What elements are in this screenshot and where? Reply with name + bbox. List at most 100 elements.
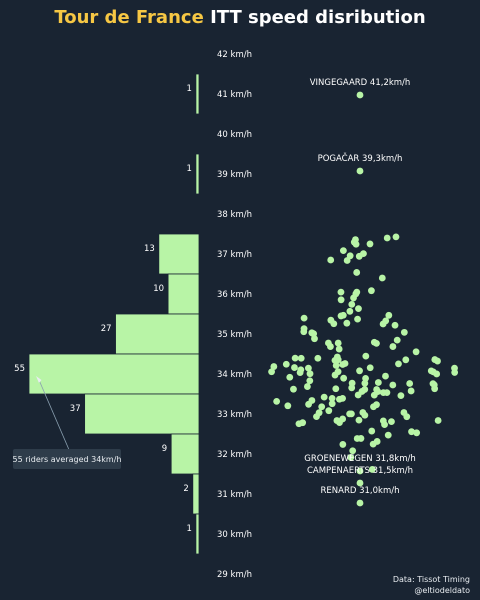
rider-dot	[308, 397, 316, 404]
rider-dot	[402, 356, 410, 364]
rider-dot	[356, 499, 364, 507]
histogram-bar	[195, 153, 200, 195]
y-tick-label: 35 km/h	[217, 330, 252, 340]
rider-dot	[325, 407, 333, 415]
rider-dot	[343, 319, 351, 327]
histogram-bar	[115, 313, 200, 355]
histogram-bar	[167, 273, 200, 315]
rider-dot	[400, 409, 408, 416]
y-axis-ticks: 42 km/h 41 km/h 40 km/h 39 km/h 38 km/h 37 km…	[217, 50, 252, 580]
rider-dot	[348, 384, 356, 392]
annotation-box	[13, 449, 121, 469]
rider-dot	[451, 364, 458, 372]
rider-label: VINGEGAARD 41,2km/h	[310, 78, 411, 88]
rider-dot	[297, 354, 305, 362]
rider-dot	[355, 252, 363, 260]
rider-dot	[362, 374, 369, 382]
rider-dot	[366, 364, 374, 372]
rider-dot	[407, 387, 415, 395]
rider-dot	[349, 447, 357, 455]
histogram-bar	[84, 393, 200, 435]
rider-dot	[286, 373, 294, 381]
rider-dot	[356, 479, 364, 487]
histogram-bar	[158, 233, 200, 275]
rider-dot	[395, 360, 402, 368]
rider-dot	[337, 296, 345, 304]
rider-dot	[341, 360, 349, 367]
rider-dot	[290, 385, 297, 393]
rider-dot	[356, 167, 364, 175]
rider-dot	[350, 238, 358, 246]
rider-dot	[327, 256, 335, 264]
rider-dot	[353, 269, 361, 276]
rider-dot	[348, 410, 355, 418]
rider-dot	[320, 393, 328, 401]
rider-dot	[378, 274, 386, 282]
bar-value-label: 37	[70, 404, 81, 414]
y-tick-label: 30 km/h	[217, 530, 252, 540]
rider-dot	[370, 391, 378, 399]
annotation-text: 55 riders averaged 34km/h	[13, 455, 122, 464]
rider-label: POGAČAR 39,3km/h	[318, 152, 403, 164]
rider-dot	[388, 418, 395, 426]
rider-dot	[304, 364, 312, 372]
rider-dot	[370, 338, 378, 346]
rider-dot	[273, 397, 281, 405]
rider-dot	[337, 288, 345, 296]
rider-dot	[300, 314, 308, 322]
annotation: 55 riders averaged 34km/h	[13, 376, 122, 469]
rider-dot	[328, 394, 336, 402]
bar-value-label: 27	[101, 324, 112, 334]
bar-value-label: 13	[144, 244, 155, 254]
rider-dot	[331, 371, 339, 379]
rider-dot	[336, 395, 343, 403]
rider-dot	[393, 336, 401, 344]
rider-dot	[332, 362, 340, 369]
bar-value-label: 1	[186, 84, 191, 94]
rider-dot	[340, 374, 348, 382]
y-tick-label: 38 km/h	[217, 210, 252, 220]
rider-dot	[356, 91, 364, 99]
rider-dot	[354, 315, 361, 323]
title-rest: ITT speed disribution	[210, 7, 426, 28]
rider-dot	[408, 428, 415, 436]
annotation-line	[38, 379, 71, 453]
rider-dot	[397, 392, 405, 400]
y-tick-label: 40 km/h	[217, 130, 252, 140]
rider-dot	[385, 311, 393, 319]
rider-dot	[380, 389, 387, 397]
rider-dot	[366, 240, 374, 248]
rider-dot	[413, 429, 421, 437]
rider-dot	[315, 409, 323, 417]
cursor-icon	[36, 376, 42, 383]
rider-dot	[355, 305, 362, 312]
title-highlight: Tour de France	[54, 7, 204, 28]
rider-dot	[295, 420, 303, 428]
rider-dot	[389, 381, 397, 389]
rider-dot	[268, 368, 275, 376]
rider-dot	[314, 354, 322, 362]
y-tick-label: 34 km/h	[217, 370, 252, 380]
rider-dot	[354, 391, 362, 399]
bar-value-label: 2	[183, 484, 188, 494]
bar-value-label: 1	[186, 524, 191, 534]
rider-dot	[368, 466, 376, 473]
rider-dot	[306, 377, 314, 385]
rider-dot	[382, 317, 390, 325]
rider-dot	[356, 467, 364, 475]
rider-dot	[309, 330, 317, 337]
rider-dot	[429, 380, 437, 388]
rider-dot	[339, 441, 347, 448]
rider-dot	[348, 300, 356, 308]
rider-dot	[306, 370, 314, 378]
rider-dot	[427, 367, 435, 375]
bar-value-label: 9	[162, 444, 167, 454]
rider-dot	[389, 343, 397, 350]
rider-dot	[318, 403, 326, 411]
histogram-bars: 1 1 13 10 27 55 37 9 2 1	[14, 73, 200, 555]
rider-label: RENARD 31,0km/h	[321, 486, 400, 496]
rider-dot	[362, 352, 370, 360]
bar-value-label: 10	[153, 284, 164, 294]
chart-title: Tour de France ITT speed disribution	[0, 7, 480, 28]
